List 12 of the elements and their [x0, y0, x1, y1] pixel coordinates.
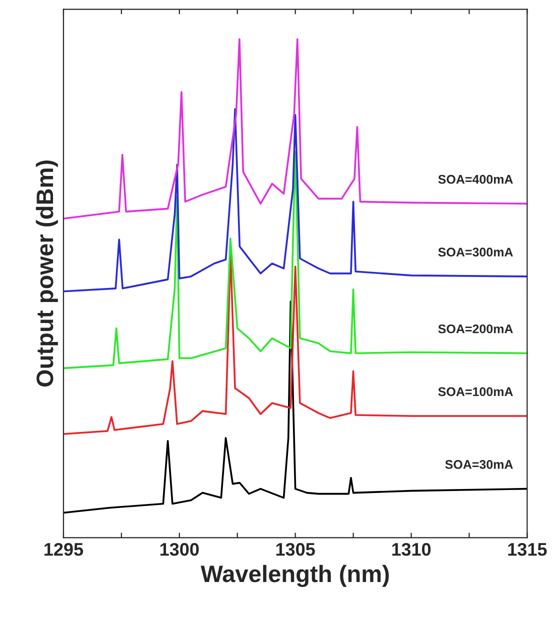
y-axis-title: Output power (dBm): [36, 160, 58, 387]
series-label: SOA=30mA: [445, 460, 513, 469]
series-label: SOA=300mA: [438, 248, 513, 257]
series-label: SOA=100mA: [438, 387, 513, 396]
x-axis-title: Wavelength (nm): [200, 564, 389, 588]
x-tick-label: 1300: [160, 543, 199, 556]
x-tick-label: 1305: [276, 543, 315, 556]
x-tick-label: 1310: [392, 543, 431, 556]
series-label: SOA=400mA: [438, 174, 513, 184]
x-tick-label: 1315: [508, 543, 547, 556]
series-label: SOA=200mA: [438, 324, 513, 334]
x-tick-label: 1295: [44, 543, 84, 556]
